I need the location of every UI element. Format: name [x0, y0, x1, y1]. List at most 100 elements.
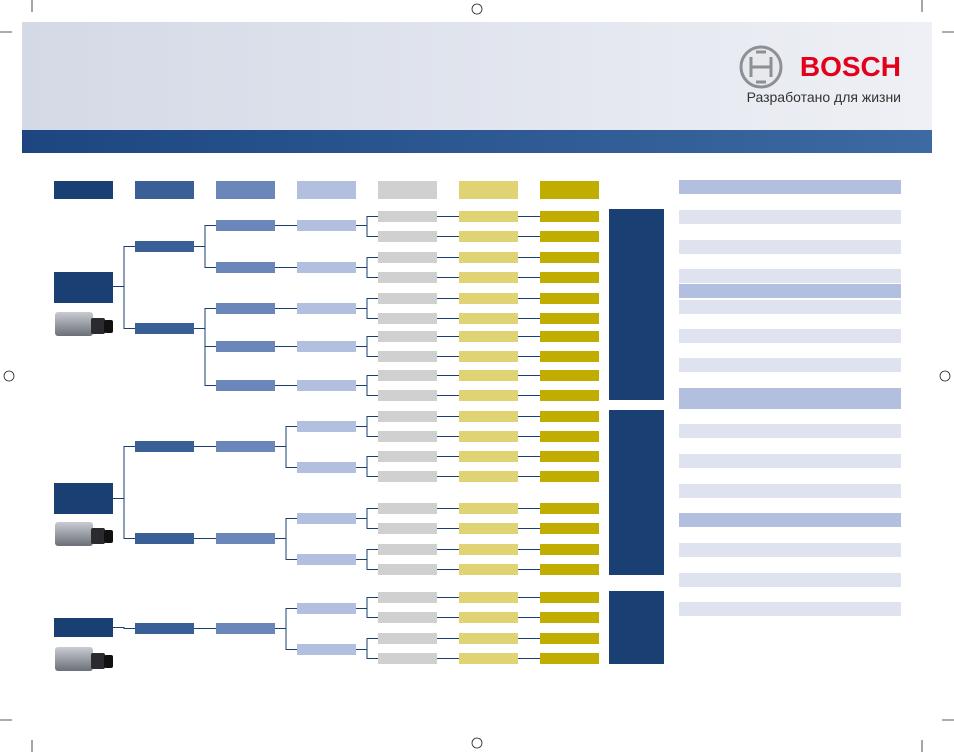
connector — [275, 608, 297, 629]
node-box — [378, 653, 437, 664]
table-row — [679, 454, 901, 468]
connector — [356, 267, 378, 278]
tagline: Разработано для жизни — [747, 89, 901, 105]
table-row — [679, 329, 901, 343]
node-box — [459, 653, 518, 664]
node-box — [459, 351, 518, 362]
node-box — [459, 211, 518, 222]
table-header-row — [679, 284, 901, 298]
node-box — [378, 451, 437, 462]
camera-box — [54, 618, 113, 637]
node-box — [216, 380, 275, 391]
node-box — [378, 231, 437, 242]
camera-body — [55, 522, 93, 546]
node-box — [459, 370, 518, 381]
connector — [275, 426, 297, 447]
header-stripe — [22, 130, 932, 153]
connector — [275, 518, 297, 539]
header-banner — [22, 22, 932, 130]
node-box — [540, 331, 599, 342]
node-box — [540, 231, 599, 242]
side-block — [609, 591, 664, 664]
node-box — [459, 313, 518, 324]
node-box — [459, 471, 518, 482]
node-box — [540, 523, 599, 534]
table-row — [679, 269, 901, 283]
camera-box — [54, 483, 113, 514]
node-box — [378, 293, 437, 304]
node-box — [378, 564, 437, 575]
connector — [356, 346, 378, 357]
connector — [356, 308, 378, 319]
connector — [356, 225, 378, 237]
node-box — [378, 272, 437, 283]
column-header — [540, 181, 599, 199]
connector — [356, 416, 378, 427]
table-row — [679, 573, 901, 587]
node-box — [540, 653, 599, 664]
node-box — [378, 523, 437, 534]
connector — [113, 446, 135, 499]
node-box — [135, 441, 194, 452]
node-box — [135, 241, 194, 252]
node-box — [459, 231, 518, 242]
brand: BOSCH — [800, 51, 901, 82]
node-box — [459, 612, 518, 623]
column-header — [54, 181, 113, 199]
connector — [113, 627, 135, 629]
column-header — [297, 181, 356, 199]
connector — [356, 385, 378, 396]
connector — [356, 518, 378, 529]
table-row — [679, 240, 901, 254]
node-box — [378, 331, 437, 342]
camera-box — [54, 272, 113, 303]
node-box — [378, 313, 437, 324]
node-box — [459, 523, 518, 534]
table-row — [679, 602, 901, 616]
column-header — [459, 181, 518, 199]
table-row — [679, 484, 901, 498]
connector — [356, 216, 378, 226]
node-box — [540, 351, 599, 362]
node-box — [378, 211, 437, 222]
node-box — [459, 411, 518, 422]
node-box — [297, 220, 356, 231]
connector — [194, 225, 216, 247]
node-box — [540, 211, 599, 222]
node-box — [459, 252, 518, 263]
connector — [356, 426, 378, 437]
node-box — [540, 431, 599, 442]
node-box — [378, 431, 437, 442]
camera-lens-front — [104, 655, 113, 668]
node-box — [297, 341, 356, 352]
connector — [356, 508, 378, 519]
node-box — [459, 544, 518, 555]
node-box — [459, 592, 518, 603]
node-box — [297, 513, 356, 524]
node-box — [378, 592, 437, 603]
node-box — [378, 252, 437, 263]
node-box — [540, 633, 599, 644]
connector — [194, 308, 216, 329]
node-box — [459, 503, 518, 514]
node-box — [540, 451, 599, 462]
column-header — [378, 181, 437, 199]
connector — [356, 298, 378, 309]
node-box — [216, 220, 275, 231]
connector — [113, 498, 135, 539]
connector — [356, 549, 378, 560]
side-block — [609, 410, 664, 575]
table-row — [679, 210, 901, 224]
node-box — [540, 370, 599, 381]
node-box — [540, 293, 599, 304]
connector — [356, 638, 378, 650]
connector — [356, 375, 378, 386]
table-row — [679, 543, 901, 557]
table-row — [679, 300, 901, 314]
node-box — [216, 341, 275, 352]
node-box — [378, 390, 437, 401]
connector — [356, 597, 378, 609]
connector — [194, 246, 216, 268]
column-header — [135, 181, 194, 199]
